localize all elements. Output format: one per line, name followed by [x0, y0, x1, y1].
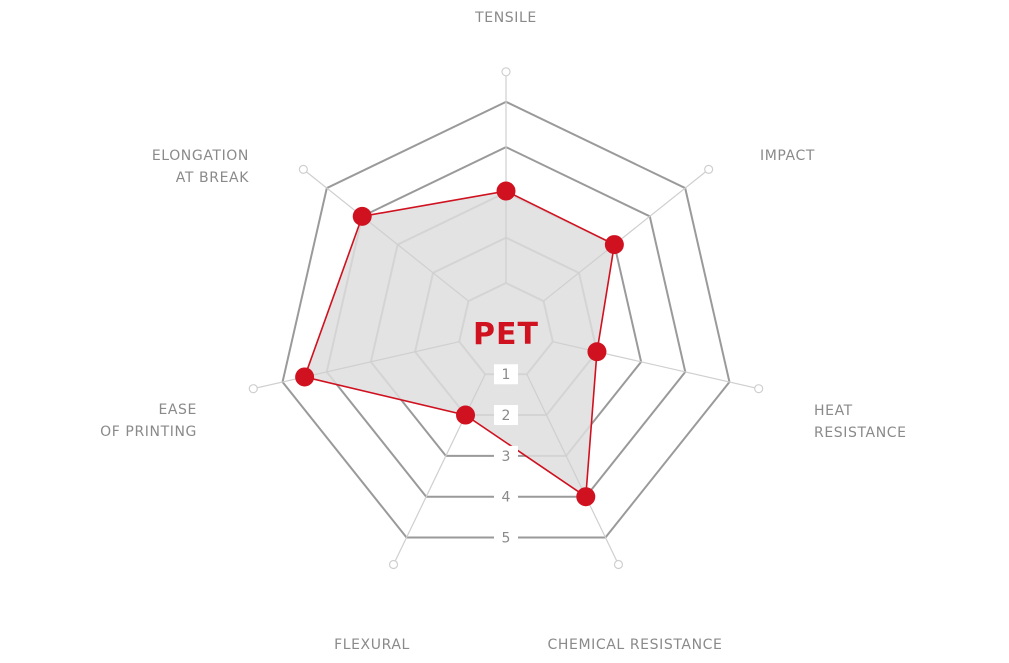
spoke-line [552, 341, 759, 390]
data-point-2 [587, 342, 607, 362]
data-area-layer [303, 190, 616, 499]
tick-label-bg [494, 486, 518, 507]
axis-label-line: EASE [158, 402, 197, 418]
spoke-end-circle [388, 559, 399, 570]
tick-label-2: 2 [502, 408, 511, 424]
axis-label-line: HEAT [814, 403, 853, 419]
spoke-end-circle [298, 164, 308, 174]
axis-label-line: ELONGATION [152, 148, 249, 164]
spoke-line [526, 373, 620, 565]
axis-label-line: IMPACT [760, 148, 815, 164]
tick-label-3: 3 [502, 449, 511, 465]
tick-label-1: 1 [502, 367, 511, 383]
axis-label: HEAT RESISTANCE [814, 403, 907, 441]
tick-label-bg [494, 405, 518, 426]
spoke-line [302, 168, 469, 302]
axis-label-line: FLEXURAL [334, 637, 410, 653]
spoke-end-circle [613, 559, 624, 570]
chart-title: PET [473, 317, 539, 352]
axis-label-line: AT BREAK [176, 170, 249, 186]
spoke-end-circle [754, 384, 764, 394]
tick-label-4: 4 [502, 490, 511, 506]
axis-label: TENSILE [474, 10, 537, 26]
spoke-line [253, 341, 460, 390]
axis-label: ELONGATION AT BREAK [152, 148, 249, 186]
point-layer [295, 181, 624, 507]
axis-label: IMPACT [760, 148, 815, 164]
spoke-end-circle [248, 384, 258, 394]
data-point-3 [576, 487, 596, 507]
data-point-1 [604, 235, 624, 255]
axis-label: EASE OF PRINTING [100, 402, 197, 440]
axis-label-layer: TENSILE IMPACT HEAT RESISTANCE CHEMICAL RESI… [100, 10, 907, 653]
tick-label-5: 5 [502, 531, 511, 547]
data-point-5 [295, 367, 315, 387]
axis-label: CHEMICAL RESISTANCE [548, 637, 723, 653]
axis-label-line: TENSILE [474, 10, 537, 26]
spoke-end-circle [501, 67, 511, 77]
data-area [303, 190, 616, 499]
spoke-line [392, 373, 486, 565]
axis-label: FLEXURAL [334, 637, 410, 653]
tick-label-bg [494, 445, 518, 466]
spoke-layer [248, 67, 764, 570]
data-point-0 [496, 181, 516, 201]
axis-label-line: OF PRINTING [100, 424, 197, 440]
tick-label-bg [494, 527, 518, 548]
spoke-line [543, 168, 710, 302]
axis-label-line: RESISTANCE [814, 425, 907, 441]
axis-label-line: CHEMICAL RESISTANCE [548, 637, 723, 653]
spoke-end-circle [704, 164, 714, 174]
data-point-6 [352, 206, 372, 226]
data-point-4 [456, 405, 476, 425]
tick-label-bg [494, 364, 518, 385]
tick-layer: 1 2 3 4 5 [494, 364, 518, 548]
